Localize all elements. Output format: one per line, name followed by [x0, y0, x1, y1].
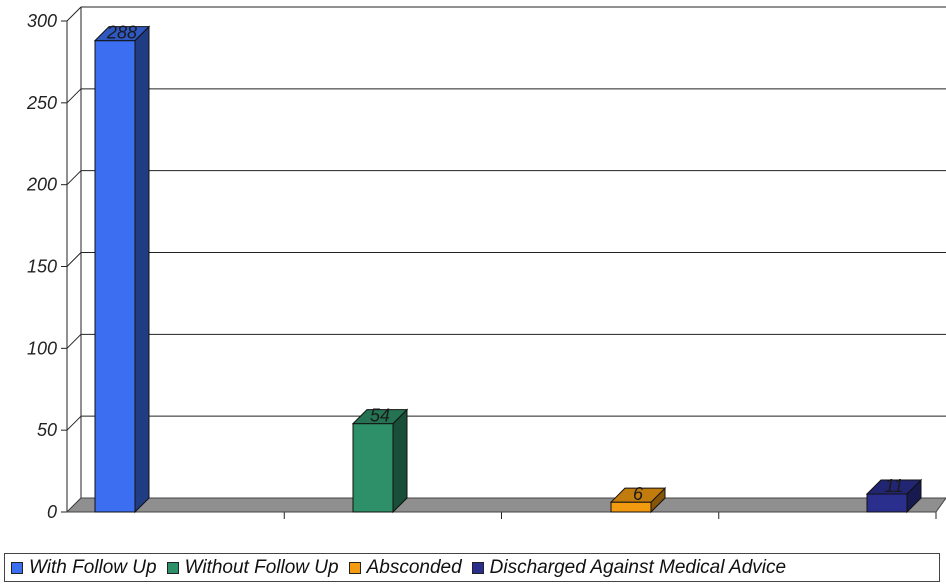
legend-swatch	[471, 561, 484, 574]
grid-lines	[66, 6, 946, 513]
gridline-depth	[66, 170, 82, 186]
gridline-depth	[66, 252, 82, 267]
floor-slab	[65, 497, 946, 513]
y-tick-label: 100	[27, 338, 57, 358]
legend-item: Absconded	[348, 556, 462, 579]
legend-item: Without Follow Up	[166, 556, 339, 579]
y-tick-label: 250	[26, 93, 57, 113]
legend-label: Without Follow Up	[184, 556, 339, 578]
legend-swatch	[11, 561, 23, 574]
gridline-depth	[66, 88, 82, 104]
legend-label: With Follow Up	[29, 556, 157, 578]
bar-with-follow-up	[93, 25, 151, 514]
bar-without-follow-up	[351, 408, 409, 514]
data-label: 288	[106, 23, 137, 43]
legend-item: With Follow Up	[11, 557, 157, 579]
gridline-depth	[66, 333, 82, 349]
axes	[61, 7, 937, 519]
y-tick-label: 50	[37, 420, 57, 440]
legend-item: Discharged Against Medical Advice	[471, 556, 787, 579]
y-tick-label: 200	[26, 175, 57, 195]
legend-swatch	[348, 561, 361, 574]
data-labels: 288 54 6 11	[106, 23, 903, 505]
y-tick-label: 0	[47, 502, 57, 522]
legend-swatch	[166, 561, 179, 574]
bar-absconded	[609, 486, 667, 514]
gridline-depth	[66, 6, 82, 22]
data-label: 54	[370, 406, 390, 426]
legend: With Follow Up Without Follow Up Absconded…	[4, 553, 940, 582]
y-tick-label: 150	[27, 257, 57, 277]
data-label: 11	[885, 476, 904, 496]
gridline-depth	[66, 415, 82, 431]
bars	[93, 25, 923, 514]
y-tick-label: 300	[27, 11, 57, 31]
bar-chart: 0 50 100 150 200 250 300 288 54 6 11	[26, 6, 946, 522]
legend-label: Absconded	[366, 556, 462, 578]
chart-floor	[65, 497, 946, 513]
data-label: 6	[633, 484, 644, 504]
y-axis-ticks: 0 50 100 150 200 250 300	[26, 11, 57, 522]
bar-discharged-against-medical-advice	[865, 478, 923, 514]
legend-label: Discharged Against Medical Advice	[489, 556, 787, 578]
